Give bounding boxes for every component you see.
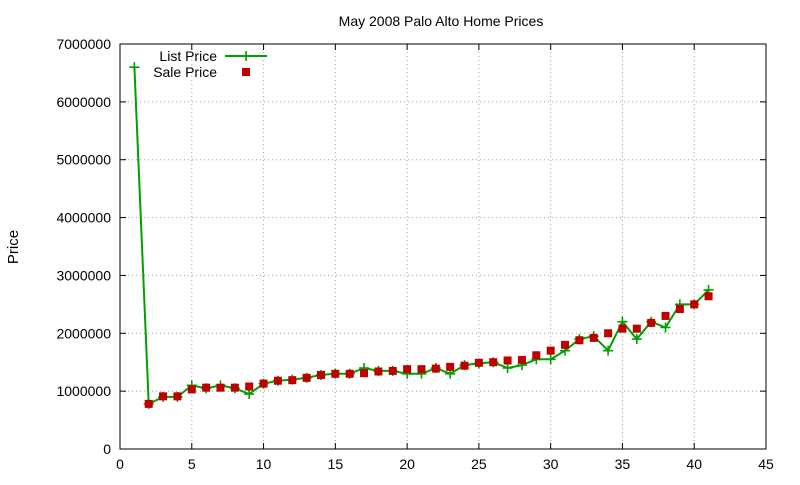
data-point xyxy=(129,62,140,73)
series-2 xyxy=(144,292,713,408)
data-point xyxy=(503,356,512,365)
data-point xyxy=(230,383,239,392)
y-tick-label: 3000000 xyxy=(56,267,111,283)
chart-title: May 2008 Palo Alto Home Prices xyxy=(339,13,544,29)
data-point xyxy=(388,366,397,375)
legend-label: List Price xyxy=(159,48,217,64)
data-point xyxy=(187,385,196,394)
data-point xyxy=(502,363,513,373)
data-point xyxy=(273,376,282,385)
data-point xyxy=(374,367,383,376)
data-point xyxy=(618,324,627,333)
axis-ticks: 0 1000000 2000000 3000000 4000000 5000000 6000… xyxy=(56,36,774,472)
legend-sample xyxy=(242,68,250,76)
y-tick-label: 1000000 xyxy=(56,383,111,399)
y-tick-label: 0 xyxy=(103,441,111,457)
y-axis-label: Price xyxy=(5,230,22,264)
legend-sample xyxy=(225,51,267,61)
data-point xyxy=(704,292,713,301)
data-point xyxy=(545,354,556,365)
data-point xyxy=(259,379,268,388)
data-point xyxy=(661,311,670,320)
data-point xyxy=(632,324,641,333)
data-point xyxy=(675,304,684,313)
x-tick-label: 10 xyxy=(256,456,272,472)
data-point xyxy=(647,318,656,327)
y-tick-label: 2000000 xyxy=(56,325,111,341)
data-point xyxy=(460,361,469,370)
x-tick-label: 0 xyxy=(116,456,124,472)
data-point xyxy=(603,345,614,356)
x-tick-label: 30 xyxy=(543,456,559,472)
x-tick-label: 15 xyxy=(328,456,344,472)
data-point xyxy=(316,370,325,379)
data-point xyxy=(173,392,182,401)
plot-frame xyxy=(119,43,767,450)
legend-marker xyxy=(241,51,251,61)
data-point xyxy=(546,346,555,355)
x-tick-label: 45 xyxy=(758,456,774,472)
data-point xyxy=(245,382,254,391)
data-point xyxy=(244,389,255,400)
data-point xyxy=(474,358,483,367)
x-tick-label: 35 xyxy=(615,456,631,472)
x-tick-label: 40 xyxy=(686,456,702,472)
legend-label: Sale Price xyxy=(153,64,217,80)
data-point xyxy=(302,373,311,382)
data-point xyxy=(631,334,642,345)
series-layer xyxy=(129,62,714,409)
data-point xyxy=(517,355,526,364)
data-point xyxy=(660,322,671,333)
data-point xyxy=(202,383,211,392)
data-point xyxy=(288,376,297,385)
data-point xyxy=(561,340,570,349)
data-point xyxy=(446,362,455,371)
data-point xyxy=(589,333,598,342)
data-point xyxy=(159,392,168,401)
data-point xyxy=(331,369,340,378)
x-tick-label: 5 xyxy=(188,456,196,472)
y-tick-label: 7000000 xyxy=(56,36,111,52)
y-tick-label: 5000000 xyxy=(56,152,111,168)
data-point xyxy=(144,399,153,408)
data-point xyxy=(604,329,613,338)
data-point xyxy=(345,369,354,378)
data-point xyxy=(403,365,412,374)
data-point xyxy=(417,365,426,374)
x-tick-label: 20 xyxy=(399,456,415,472)
data-point xyxy=(216,383,225,392)
x-tick-label: 25 xyxy=(471,456,487,472)
legend-marker xyxy=(242,68,250,76)
data-point xyxy=(690,300,699,309)
data-point xyxy=(360,369,369,378)
data-point xyxy=(532,351,541,360)
y-tick-label: 4000000 xyxy=(56,210,111,226)
data-point xyxy=(489,358,498,367)
data-point xyxy=(575,336,584,345)
data-point xyxy=(431,364,440,373)
y-tick-label: 6000000 xyxy=(56,94,111,110)
